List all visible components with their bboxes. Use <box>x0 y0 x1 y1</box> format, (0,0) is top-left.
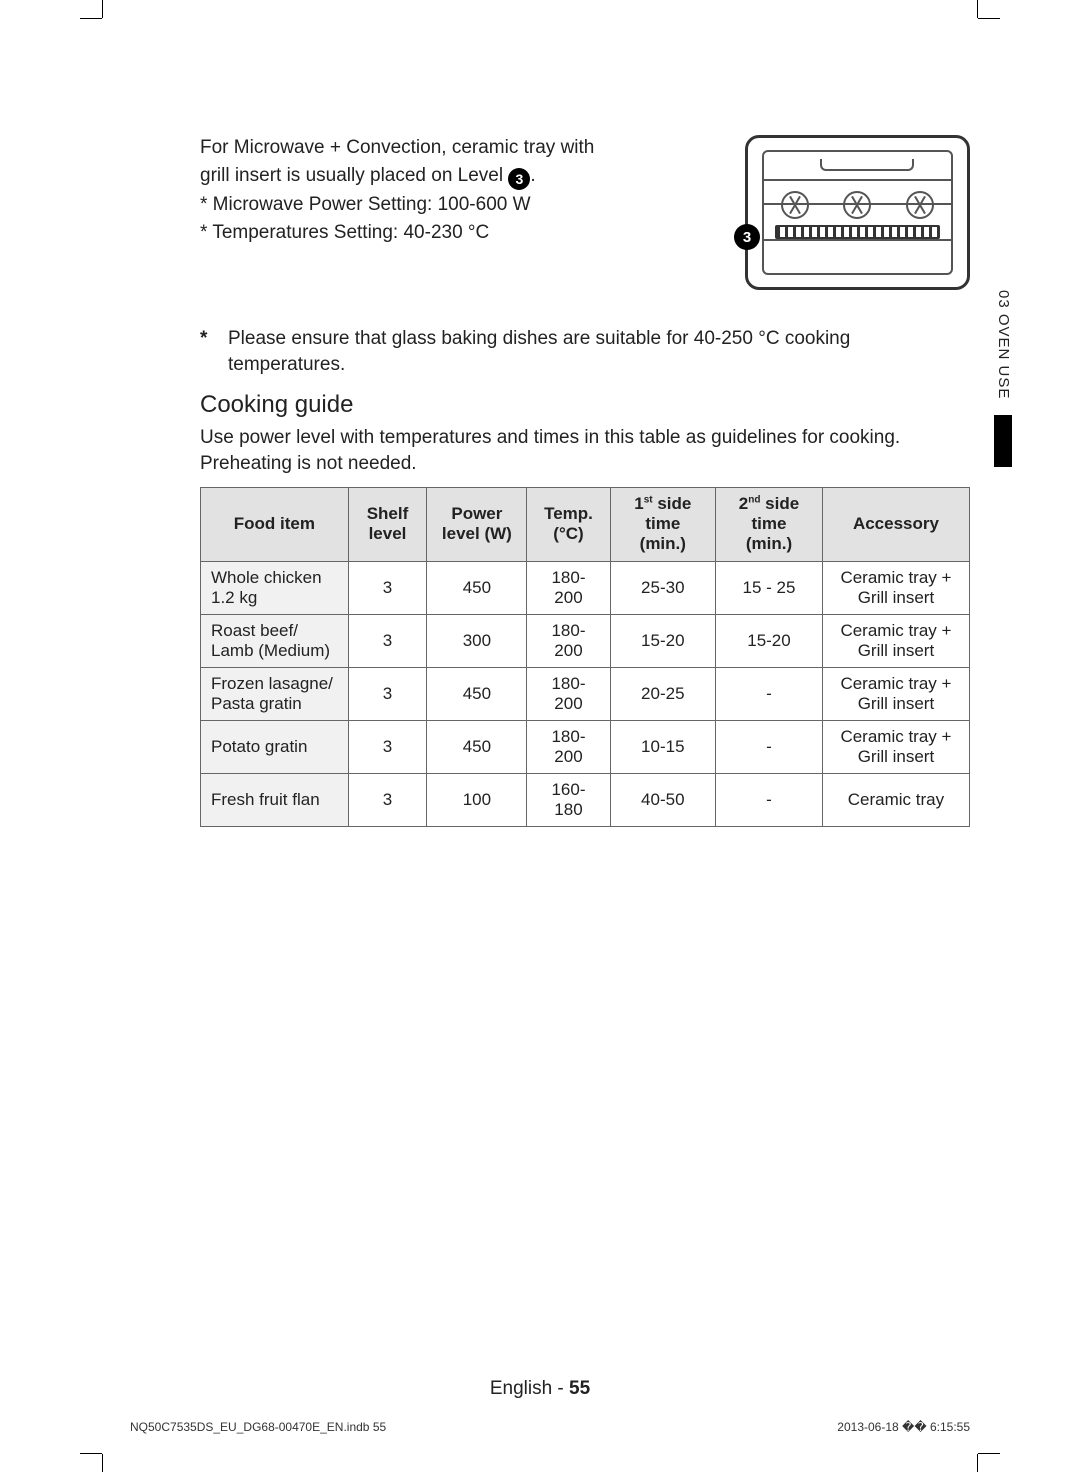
table-row: Fresh fruit flan3100160-18040-50-Ceramic… <box>201 773 970 826</box>
cropmark <box>977 1454 978 1472</box>
cell-t2: 15 - 25 <box>716 561 823 614</box>
note-text: Please ensure that glass baking dishes a… <box>228 326 970 377</box>
section-desc-2: Preheating is not needed. <box>200 451 970 477</box>
cropmark <box>102 0 103 18</box>
side-tab-marker <box>994 415 1012 467</box>
cell-shelf: 3 <box>348 720 427 773</box>
manual-page: For Microwave + Convection, ceramic tray… <box>0 0 1080 1472</box>
footer-page: 55 <box>569 1378 590 1399</box>
table-header-row: Food item Shelf level Power level (W) Te… <box>201 487 970 561</box>
cell-temp: 180-200 <box>527 720 610 773</box>
footer-page-number: English - 55 <box>0 1378 1080 1400</box>
cell-shelf: 3 <box>348 614 427 667</box>
oven-cavity <box>762 150 953 275</box>
cropmark <box>80 1453 102 1454</box>
cell-acc: Ceramic tray + Grill insert <box>822 667 969 720</box>
shelf-rail <box>764 179 951 181</box>
side-tab-label: 03 OVEN USE <box>995 290 1012 399</box>
cell-food: Fresh fruit flan <box>201 773 349 826</box>
th-part: 1 <box>634 494 643 513</box>
cell-power: 450 <box>427 667 527 720</box>
cell-food: Roast beef/ Lamb (Medium) <box>201 614 349 667</box>
table-row: Whole chicken 1.2 kg3450180-20025-3015 -… <box>201 561 970 614</box>
intro-line-2: grill insert is usually placed on Level … <box>200 163 725 190</box>
cooking-guide-table: Food item Shelf level Power level (W) Te… <box>200 487 970 827</box>
heater-icon <box>820 159 914 171</box>
section-title: Cooking guide <box>200 391 970 419</box>
cell-food: Whole chicken 1.2 kg <box>201 561 349 614</box>
cropmark <box>102 1454 103 1472</box>
cell-power: 300 <box>427 614 527 667</box>
level-badge-inline: 3 <box>508 168 530 190</box>
cell-acc: Ceramic tray + Grill insert <box>822 561 969 614</box>
footer-timestamp: 2013-06-18 �� 6:15:55 <box>837 1420 970 1434</box>
cell-acc: Ceramic tray + Grill insert <box>822 720 969 773</box>
table-row: Frozen lasagne/ Pasta gratin3450180-2002… <box>201 667 970 720</box>
cell-shelf: 3 <box>348 773 427 826</box>
section-desc-1: Use power level with temperatures and ti… <box>200 425 970 451</box>
col-temp: Temp. (°C) <box>527 487 610 561</box>
oven-diagram: 3 <box>745 135 970 290</box>
col-side1: 1st side time (min.) <box>610 487 716 561</box>
intro-row: For Microwave + Convection, ceramic tray… <box>200 135 970 290</box>
section-side-tab: 03 OVEN USE <box>994 290 1012 467</box>
oven-level-badge: 3 <box>734 224 760 250</box>
intro-text-part: For Microwave + Convection, ceramic tray… <box>200 137 594 158</box>
th-sup: st <box>644 494 653 505</box>
cell-t1: 25-30 <box>610 561 716 614</box>
shelf-rail <box>764 239 951 241</box>
cell-t1: 40-50 <box>610 773 716 826</box>
th-part: 2 <box>739 494 748 513</box>
cropmark <box>80 18 102 19</box>
cell-temp: 180-200 <box>527 561 610 614</box>
intro-bullet-1: * Microwave Power Setting: 100-600 W <box>200 192 725 218</box>
cropmark <box>978 18 1000 19</box>
footer-filename: NQ50C7535DS_EU_DG68-00470E_EN.indb 55 <box>130 1420 386 1434</box>
cell-temp: 180-200 <box>527 614 610 667</box>
cell-shelf: 3 <box>348 561 427 614</box>
cell-power: 450 <box>427 561 527 614</box>
cell-t1: 10-15 <box>610 720 716 773</box>
table-body: Whole chicken 1.2 kg3450180-20025-3015 -… <box>201 561 970 826</box>
cell-acc: Ceramic tray + Grill insert <box>822 614 969 667</box>
cell-power: 100 <box>427 773 527 826</box>
table-row: Potato gratin3450180-20010-15-Ceramic tr… <box>201 720 970 773</box>
intro-bullet-2: * Temperatures Setting: 40-230 °C <box>200 220 725 246</box>
glass-dish-note: * Please ensure that glass baking dishes… <box>200 326 970 377</box>
grill-tray-icon <box>775 225 940 239</box>
intro-text: For Microwave + Convection, ceramic tray… <box>200 135 725 247</box>
cell-temp: 180-200 <box>527 667 610 720</box>
intro-text-part: . <box>530 165 535 186</box>
cell-t2: - <box>716 667 823 720</box>
cell-temp: 160-180 <box>527 773 610 826</box>
intro-line-1: For Microwave + Convection, ceramic tray… <box>200 135 725 161</box>
cell-t1: 15-20 <box>610 614 716 667</box>
cell-t1: 20-25 <box>610 667 716 720</box>
cell-power: 450 <box>427 720 527 773</box>
shelf-rail <box>764 203 951 205</box>
cell-t2: - <box>716 720 823 773</box>
cell-food: Potato gratin <box>201 720 349 773</box>
col-shelf: Shelf level <box>348 487 427 561</box>
cropmark <box>977 0 978 18</box>
footer-lang: English - <box>490 1378 569 1399</box>
col-power: Power level (W) <box>427 487 527 561</box>
cell-t2: - <box>716 773 823 826</box>
cell-t2: 15-20 <box>716 614 823 667</box>
table-row: Roast beef/ Lamb (Medium)3300180-20015-2… <box>201 614 970 667</box>
cell-shelf: 3 <box>348 667 427 720</box>
cropmark <box>978 1453 1000 1454</box>
th-sup: nd <box>748 494 760 505</box>
col-food: Food item <box>201 487 349 561</box>
col-side2: 2nd side time (min.) <box>716 487 823 561</box>
asterisk-icon: * <box>200 326 216 377</box>
col-accessory: Accessory <box>822 487 969 561</box>
intro-text-part: grill insert is usually placed on Level <box>200 165 508 186</box>
cell-acc: Ceramic tray <box>822 773 969 826</box>
cell-food: Frozen lasagne/ Pasta gratin <box>201 667 349 720</box>
